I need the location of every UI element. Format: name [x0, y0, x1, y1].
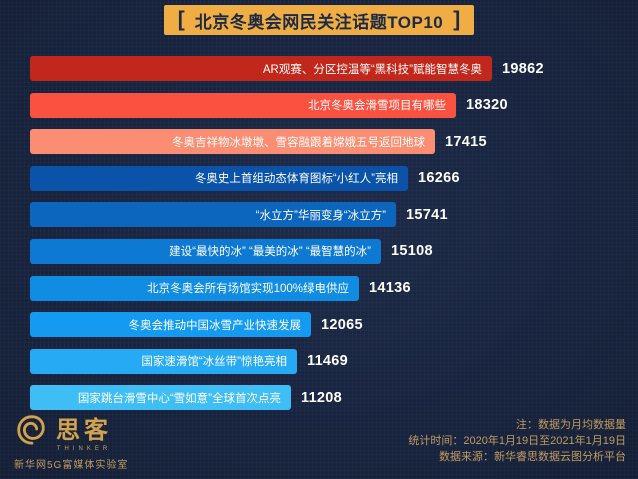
bar-row: AR观赛、分区控温等“黑科技”赋能智慧冬奥 19862	[30, 56, 615, 81]
bar-row: 国家速滑馆“冰丝带”惊艳亮相 11469	[30, 348, 615, 374]
bar-value: 12065	[321, 316, 363, 333]
bar: 北京冬奥会滑雪项目有哪些	[30, 92, 456, 118]
bar-row: “水立方”华丽变身“冰立方” 15741	[30, 202, 615, 228]
bar: 冬奥会推动中国冰雪产业快速发展	[30, 312, 311, 338]
page-title: [ 北京冬奥会网民关注话题TOP10 ]	[163, 5, 475, 35]
bar-row: 冬奥吉祥物冰墩墩、雪容融跟着嫦娥五号返回地球 17415	[30, 129, 615, 155]
bar-value: 11208	[301, 389, 343, 406]
spiral-logo-icon	[14, 412, 48, 451]
footnote-line: 注：数据为月均数据量	[516, 419, 626, 431]
bar-label: 北京冬奥会所有场馆实现100%绿电供应	[147, 283, 349, 296]
bar-value: 15108	[391, 243, 433, 260]
bar: 国家速滑馆“冰丝带”惊艳亮相	[30, 348, 297, 374]
footnotes: 注：数据为月均数据量 统计时间：2020年1月19日至2021年1月19日 数据…	[408, 417, 626, 465]
bar: 冬奥史上首组动态体育图标“小红人”亮相	[30, 165, 408, 191]
bar: AR观赛、分区控温等“黑科技”赋能智慧冬奥	[30, 56, 492, 81]
thinker-logo: 思客 THINKER 新华网5G富媒体实验室	[14, 410, 128, 471]
bar: 冬奥吉祥物冰墩墩、雪容融跟着嫦娥五号返回地球	[30, 129, 435, 155]
bar-label: AR观赛、分区控温等“黑科技”赋能智慧冬奥	[262, 63, 482, 76]
bar-label: 冬奥史上首组动态体育图标“小红人”亮相	[194, 173, 398, 186]
title-bracket-right: ]	[453, 8, 461, 31]
bar-value: 16266	[418, 170, 460, 187]
bar-row: 北京冬奥会滑雪项目有哪些 18320	[30, 92, 615, 118]
title-bracket-left: [	[177, 8, 185, 31]
bar-row: 国家跳台滑雪中心“雪如意”全球首次点亮 11208	[30, 385, 615, 411]
bar-label: 国家跳台滑雪中心“雪如意”全球首次点亮	[77, 392, 281, 405]
logo-name: 思客	[56, 415, 112, 444]
bar-label: 建设“最快的冰” “最美的冰” “最智慧的冰”	[169, 246, 371, 259]
bar-value: 17415	[445, 133, 487, 150]
bar-value: 11469	[307, 353, 349, 370]
bar-row: 冬奥史上首组动态体育图标“小红人”亮相 16266	[30, 165, 615, 191]
bar-value: 15741	[406, 206, 448, 223]
logo-subtitle: THINKER	[56, 446, 112, 452]
footnote-line: 统计时间：2020年1月19日至2021年1月19日	[408, 435, 626, 447]
bar-row: 冬奥会推动中国冰雪产业快速发展 12065	[30, 312, 615, 338]
bar-value: 19862	[502, 60, 544, 77]
bar-chart: AR观赛、分区控温等“黑科技”赋能智慧冬奥 19862 北京冬奥会滑雪项目有哪些 18…	[30, 56, 615, 411]
bar-value: 14136	[369, 280, 411, 297]
bar-value: 18320	[466, 97, 508, 114]
bar-label: 北京冬奥会滑雪项目有哪些	[308, 100, 446, 113]
bar-row: 建设“最快的冰” “最美的冰” “最智慧的冰” 15108	[30, 238, 615, 264]
bar-label: 冬奥吉祥物冰墩墩、雪容融跟着嫦娥五号返回地球	[172, 136, 425, 149]
bar-label: 冬奥会推动中国冰雪产业快速发展	[128, 319, 302, 332]
logo-org: 新华网5G富媒体实验室	[14, 460, 129, 471]
bar: 北京冬奥会所有场馆实现100%绿电供应	[30, 275, 359, 301]
title-row: [ 北京冬奥会网民关注话题TOP10 ]	[0, 5, 638, 35]
bar: 建设“最快的冰” “最美的冰” “最智慧的冰”	[30, 238, 381, 264]
title-text: 北京冬奥会网民关注话题TOP10	[194, 12, 444, 32]
footnote-line: 数据来源：新华睿思数据云图分析平台	[439, 451, 626, 463]
bar: “水立方”华丽变身“冰立方”	[30, 202, 396, 228]
bar-label: 国家速滑馆“冰丝带”惊艳亮相	[141, 356, 287, 369]
bar: 国家跳台滑雪中心“雪如意”全球首次点亮	[30, 385, 291, 411]
bar-label: “水立方”华丽变身“冰立方”	[255, 209, 386, 222]
bar-row: 北京冬奥会所有场馆实现100%绿电供应 14136	[30, 275, 615, 301]
